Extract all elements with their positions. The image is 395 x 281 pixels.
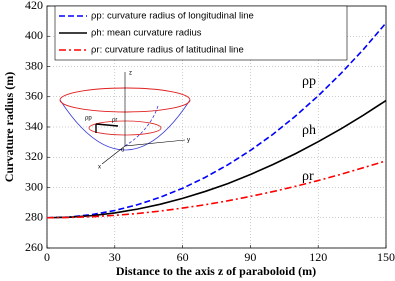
y-tick-label: 360 [25,89,43,103]
curve-annotation: ρp [302,74,316,89]
x-tick-label: 150 [377,250,395,264]
paraboloid-outline [59,99,191,151]
x-tick-label: 120 [309,250,327,264]
y-tick-label: 260 [25,240,43,254]
y-tick-label: 380 [25,58,43,72]
y-tick-label: 420 [25,0,43,12]
y-tick-label: 400 [25,28,43,42]
y-tick-label: 300 [25,179,43,193]
legend-label: ρh: mean curvature radius [91,28,202,39]
meridian [124,105,159,147]
inset-label: ρr [112,118,117,124]
y-tick-label: 280 [25,210,43,224]
paraboloid-inset: z y x o ρp ρr [59,71,191,171]
legend-label: ρr: curvature radius of latitudinal line [91,45,244,56]
inset-label: ρp [85,116,92,122]
y-axis [124,139,186,147]
inset-label: z [129,71,132,77]
x-tick-label: 0 [44,250,50,264]
plot: 260 280 300 320 340 360 380 400 420 0 30 60 90 120 150 [25,0,395,264]
inset-label: o [121,148,125,154]
curve-annotation: ρh [302,123,316,138]
y-tick-label: 340 [25,119,43,133]
x-tick-label: 60 [177,250,189,264]
inset-label: y [187,138,190,144]
x-tick-label: 30 [109,250,121,264]
y-axis-title: Curvature radius (m) [2,72,16,182]
curve-annotation: ρr [302,169,314,184]
y-tick-label: 320 [25,149,43,163]
legend-box [54,5,348,61]
series-line [46,160,387,219]
series-line [46,22,387,219]
x-tick-label: 90 [244,250,256,264]
x-axis-title: Distance to the axis z of paraboloid (m) [116,264,316,278]
inset-label: x [98,165,101,171]
x-axis [101,145,126,165]
legend-label: ρp: curvature radius of longitudinal lin… [91,11,254,22]
series-line [46,99,387,219]
rho-arrow [95,123,119,127]
